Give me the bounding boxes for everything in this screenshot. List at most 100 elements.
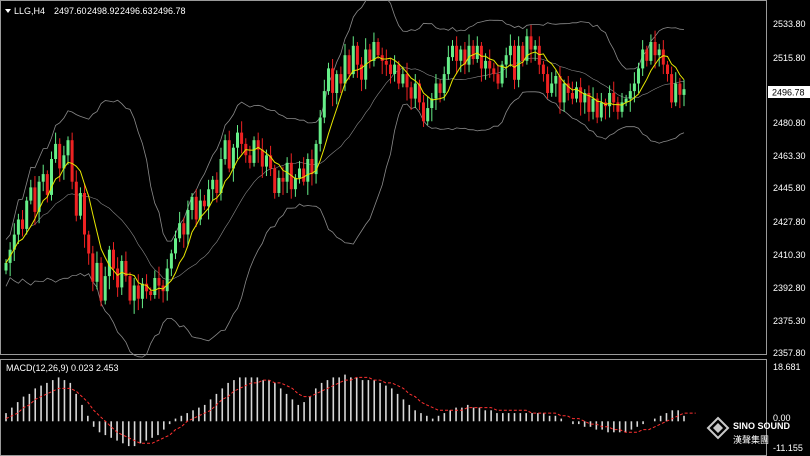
candle-body bbox=[417, 83, 421, 103]
candle-body bbox=[41, 174, 45, 182]
ohlc-high: 2498.92 bbox=[87, 6, 120, 16]
candle-body bbox=[591, 98, 595, 112]
candle-body bbox=[29, 187, 33, 201]
candle-body bbox=[149, 291, 153, 295]
candle-body bbox=[12, 234, 16, 250]
candle-body bbox=[508, 45, 512, 56]
candle-body bbox=[529, 36, 533, 50]
candle-body bbox=[575, 87, 578, 99]
candle-body bbox=[153, 278, 157, 295]
candle-body bbox=[219, 159, 223, 193]
candle-body bbox=[504, 55, 508, 65]
candle-body bbox=[215, 179, 219, 193]
candle-body bbox=[641, 49, 645, 69]
candle-body bbox=[202, 200, 206, 207]
candle-body bbox=[430, 98, 434, 108]
price-tick: 2392.80 bbox=[773, 283, 806, 293]
candle-body bbox=[579, 87, 583, 103]
candle-body bbox=[484, 60, 488, 69]
candle-body bbox=[178, 223, 182, 239]
candle-body bbox=[78, 193, 82, 216]
candle-body bbox=[21, 219, 24, 229]
candle-body bbox=[637, 68, 640, 84]
candle-body bbox=[227, 140, 231, 169]
candle-body bbox=[74, 181, 78, 216]
logo-emblem-icon: SINO SOUND 漢聲集團 bbox=[706, 416, 791, 446]
candle-body bbox=[207, 189, 211, 207]
candle-body bbox=[409, 87, 413, 99]
candle-body bbox=[4, 262, 8, 271]
candle-body bbox=[231, 147, 235, 169]
bollinger-middle-line bbox=[5, 57, 685, 281]
candle-body bbox=[541, 64, 545, 74]
candle-body bbox=[120, 261, 124, 288]
candle-body bbox=[136, 285, 140, 299]
candle-body bbox=[566, 83, 570, 93]
candle-body bbox=[451, 45, 454, 58]
ohlc-close: 2496.78 bbox=[153, 6, 186, 16]
price-axis: 2533.80 2515.80 2480.80 2463.30 2445.80 … bbox=[773, 19, 806, 358]
candle-body bbox=[546, 74, 550, 93]
candle-body bbox=[306, 159, 310, 182]
macd-tick-top: 18.681 bbox=[773, 362, 801, 372]
candle-body bbox=[37, 181, 41, 212]
logo-cjk: 漢聲集團 bbox=[733, 434, 769, 446]
candle-body bbox=[670, 74, 674, 103]
price-tick: 2410.30 bbox=[773, 250, 806, 260]
candle-body bbox=[434, 83, 438, 99]
candle-body bbox=[479, 45, 483, 69]
candle-body bbox=[58, 143, 62, 169]
candle-body bbox=[211, 179, 215, 190]
price-tick: 2375.30 bbox=[773, 316, 806, 326]
candle-body bbox=[343, 55, 347, 84]
sino-sound-logo: SINO SOUND 漢聲集團 bbox=[706, 416, 802, 450]
collapse-triangle-icon[interactable] bbox=[5, 9, 11, 13]
candle-body bbox=[492, 68, 496, 75]
candle-body bbox=[422, 102, 425, 122]
candle-body bbox=[360, 64, 363, 80]
candle-body bbox=[521, 45, 525, 61]
candle-body bbox=[459, 49, 463, 61]
candle-body bbox=[657, 49, 661, 56]
candle-body bbox=[273, 168, 277, 193]
candle-body bbox=[624, 98, 628, 103]
macd-plot bbox=[5, 374, 696, 447]
candle-body bbox=[124, 261, 128, 277]
candle-body bbox=[558, 76, 562, 103]
candle-body bbox=[649, 42, 653, 61]
candle-body bbox=[157, 278, 161, 286]
macd-tick-bottom: -11.155 bbox=[773, 443, 803, 453]
candle-body bbox=[128, 276, 132, 301]
candle-body bbox=[281, 177, 285, 182]
candle-body bbox=[368, 49, 372, 61]
candle-body bbox=[223, 140, 227, 160]
current-price-box bbox=[768, 86, 810, 98]
candle-body bbox=[298, 168, 301, 178]
candle-body bbox=[256, 140, 260, 150]
candle-body bbox=[355, 45, 359, 65]
candle-body bbox=[169, 253, 173, 269]
candle-body bbox=[322, 91, 326, 118]
candle-body bbox=[66, 140, 70, 156]
candle-body bbox=[190, 196, 194, 210]
ohlc-open: 2497.60 bbox=[54, 6, 87, 16]
candle-body bbox=[339, 74, 343, 84]
candle-body bbox=[260, 149, 264, 167]
candle-body bbox=[653, 42, 657, 56]
candle-body bbox=[682, 89, 686, 95]
candle-body bbox=[335, 74, 339, 93]
candle-body bbox=[83, 193, 86, 235]
candle-body bbox=[645, 49, 649, 61]
candle-body bbox=[112, 249, 115, 269]
candle-body bbox=[612, 93, 616, 103]
candle-body bbox=[327, 68, 330, 92]
candle-body bbox=[620, 102, 624, 112]
candle-body bbox=[186, 210, 190, 235]
candle-body bbox=[500, 64, 504, 84]
candle-body bbox=[165, 268, 169, 292]
price-tick: 2357.80 bbox=[773, 348, 806, 358]
candle-body bbox=[397, 64, 401, 84]
candle-body bbox=[265, 155, 268, 167]
candle-body bbox=[236, 132, 239, 148]
candle-body bbox=[331, 68, 335, 93]
